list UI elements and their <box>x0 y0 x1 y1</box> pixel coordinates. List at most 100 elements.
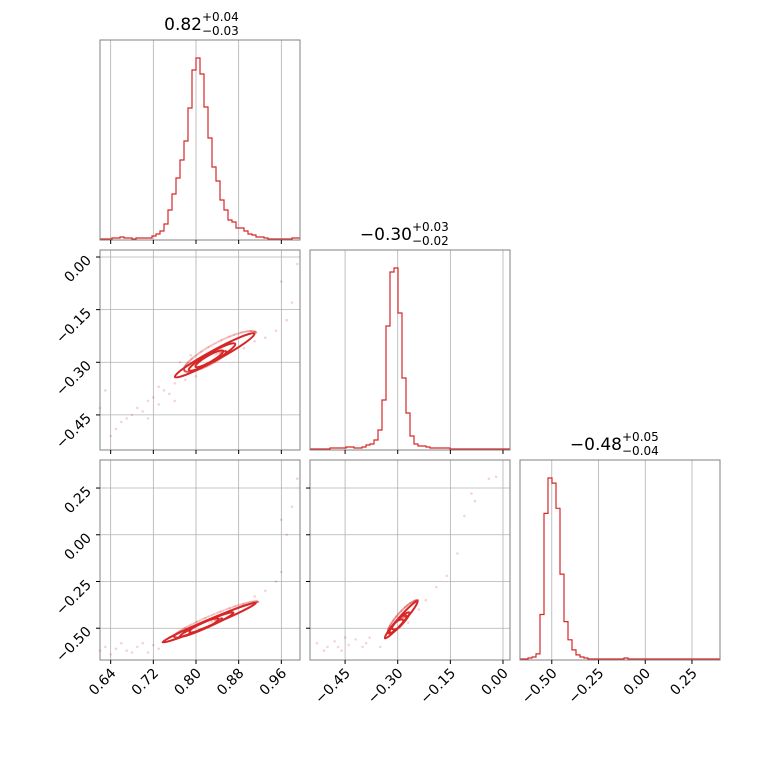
density-point <box>201 618 204 621</box>
sample-point <box>146 399 150 403</box>
density-point <box>220 617 223 620</box>
density-point <box>214 612 217 615</box>
density-point <box>186 625 189 628</box>
density-point <box>389 623 392 626</box>
density-point <box>228 335 231 338</box>
density-point <box>404 615 407 618</box>
sample-point <box>130 651 134 654</box>
density-point <box>233 605 236 608</box>
panel-border <box>99 459 301 661</box>
density-point <box>197 352 200 355</box>
sample-point <box>157 385 160 389</box>
sample-point <box>470 492 473 495</box>
sample-point <box>264 336 267 340</box>
density-point <box>404 614 407 618</box>
density-point <box>192 356 195 359</box>
density-point <box>256 600 259 603</box>
panel-border <box>309 459 511 661</box>
scatter-panel-0-1: −0.45 −0.30 −0.15 0.00 <box>53 249 301 454</box>
density-point <box>393 617 396 620</box>
density-point <box>257 600 260 604</box>
density-point <box>173 636 176 639</box>
sample-point <box>173 399 176 403</box>
density-point <box>409 602 412 605</box>
density-point <box>394 615 397 619</box>
y-tick-label: 0.00 <box>61 530 94 563</box>
sample-point <box>473 499 477 503</box>
histogram-panel-1: −0.30 +0.03−0.02 <box>309 220 511 454</box>
density-point <box>390 622 393 625</box>
sample-point <box>136 406 139 410</box>
sample-point <box>280 570 283 574</box>
density-point <box>252 330 255 333</box>
density-point <box>256 600 259 603</box>
density-point <box>219 339 223 342</box>
density-point <box>397 613 400 616</box>
sample-point <box>109 434 112 438</box>
density-point <box>399 610 402 613</box>
density-point <box>220 617 223 620</box>
density-point <box>205 347 208 350</box>
density-point <box>408 602 412 605</box>
density-point <box>216 611 219 615</box>
density-point <box>392 619 395 622</box>
density-point <box>402 616 405 619</box>
density-point <box>189 623 193 626</box>
density-point <box>220 617 223 620</box>
density-point <box>190 623 193 626</box>
density-point <box>190 358 193 361</box>
sample-point <box>343 636 347 639</box>
sample-point <box>456 552 459 555</box>
density-point <box>220 617 223 620</box>
density-point <box>230 334 233 337</box>
panel-background <box>520 460 720 660</box>
density-point <box>208 614 211 618</box>
density-point <box>403 606 406 609</box>
density-point <box>183 369 186 372</box>
density-point <box>241 603 244 606</box>
density-point <box>226 607 229 611</box>
density-point <box>225 336 228 339</box>
sample-point <box>130 413 134 417</box>
density-point <box>227 607 230 610</box>
sample-point <box>417 608 421 611</box>
sample-point <box>378 645 382 649</box>
sample-point <box>242 346 246 350</box>
density-point <box>389 624 392 627</box>
density-point <box>185 363 188 366</box>
density-point <box>252 330 255 333</box>
density-point <box>183 369 186 372</box>
density-point <box>229 335 232 338</box>
density-point <box>216 352 219 355</box>
density-point <box>402 607 405 610</box>
density-point <box>213 354 216 357</box>
density-point <box>230 606 234 609</box>
sample-point <box>296 477 299 481</box>
density-point <box>191 357 194 360</box>
density-point <box>207 615 210 618</box>
density-point <box>249 330 252 333</box>
density-point <box>173 636 176 639</box>
density-point <box>218 610 221 614</box>
density-point <box>400 609 403 612</box>
sample-point <box>280 280 283 283</box>
density-point <box>403 615 406 618</box>
density-point <box>224 350 227 353</box>
density-point <box>401 608 404 611</box>
density-point <box>214 619 217 622</box>
density-point <box>191 622 194 625</box>
density-point <box>184 370 187 373</box>
histogram-panel-0: 0.82 +0.04−0.03 <box>99 10 301 244</box>
density-point <box>188 624 191 627</box>
density-point <box>399 610 402 614</box>
sample-point <box>364 641 368 645</box>
density-point <box>397 612 401 615</box>
density-point <box>242 602 245 605</box>
density-point <box>253 330 256 333</box>
density-point <box>198 351 201 354</box>
density-point <box>405 614 408 617</box>
density-point <box>410 601 413 604</box>
density-point <box>188 624 191 627</box>
density-point <box>183 369 186 372</box>
panel-border <box>519 459 721 661</box>
